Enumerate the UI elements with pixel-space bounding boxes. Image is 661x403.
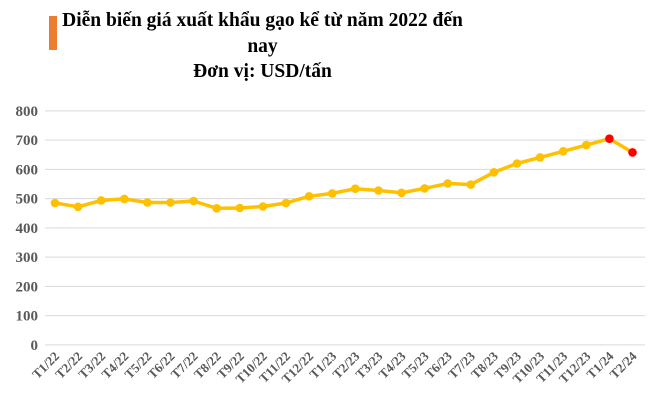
data-point xyxy=(558,147,568,156)
data-point xyxy=(327,189,337,198)
y-tick-label: 300 xyxy=(16,250,39,266)
chart-title: Diễn biến giá xuất khẩu gạo kể từ năm 20… xyxy=(62,10,463,57)
data-point xyxy=(143,198,152,207)
y-tick-label: 600 xyxy=(16,162,39,178)
x-axis-labels: T1/22T2/22T3/22T4/22T5/22T6/22T7/22T8/22… xyxy=(29,348,640,386)
y-tick-label: 800 xyxy=(16,104,39,120)
data-point xyxy=(281,198,291,208)
data-point xyxy=(304,192,314,201)
data-point xyxy=(50,198,60,208)
data-point xyxy=(258,202,268,211)
data-point xyxy=(512,159,522,168)
y-tick-label: 100 xyxy=(16,309,39,325)
y-tick-label: 500 xyxy=(16,192,39,208)
data-point-highlighted xyxy=(628,148,637,157)
data-point xyxy=(443,179,453,188)
data-point-highlighted xyxy=(605,134,614,143)
x-tick-label: T2/24 xyxy=(607,348,640,381)
chart-subtitle: Đơn vị: USD/tấn xyxy=(193,61,332,83)
data-point xyxy=(535,153,545,162)
data-point xyxy=(397,188,406,198)
y-tick-label: 700 xyxy=(16,133,39,149)
price-line xyxy=(53,136,635,211)
y-tick-label: 0 xyxy=(31,338,39,354)
data-point xyxy=(120,194,129,204)
data-point xyxy=(420,184,429,193)
data-point xyxy=(235,203,245,213)
data-point xyxy=(351,184,360,193)
data-point xyxy=(582,140,591,150)
data-points xyxy=(50,134,637,213)
title-block: Diễn biến giá xuất khẩu gạo kể từ năm 20… xyxy=(45,8,480,85)
data-point xyxy=(212,204,221,213)
data-point xyxy=(489,168,499,177)
y-axis-labels: 0 100 200 300 400 500 600 700 800 xyxy=(16,104,39,354)
title-accent-bar xyxy=(49,16,57,50)
data-point xyxy=(96,196,106,205)
y-tick-label: 200 xyxy=(16,279,39,295)
y-tick-label: 400 xyxy=(16,221,39,237)
data-point xyxy=(466,180,476,189)
data-point xyxy=(73,202,83,212)
data-point xyxy=(166,198,175,207)
data-point xyxy=(189,196,198,206)
gridlines xyxy=(45,110,645,346)
data-point xyxy=(374,186,383,195)
